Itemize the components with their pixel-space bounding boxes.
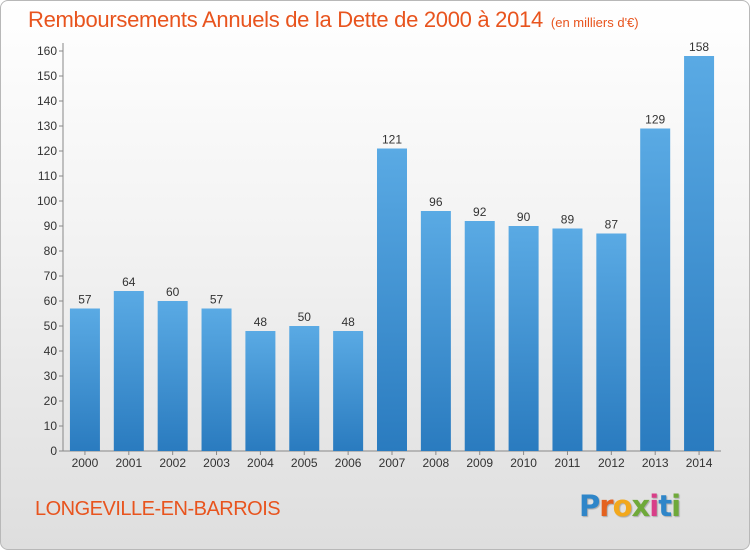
data-label-2004: 48 [254, 315, 268, 329]
bar-2012 [596, 233, 627, 451]
bar-2010 [508, 226, 539, 451]
bar-2004 [245, 331, 276, 451]
title-text: Remboursements Annuels de la Dette de 20… [28, 7, 543, 32]
x-tick-label: 2004 [247, 456, 274, 470]
x-tick-label: 2009 [466, 456, 493, 470]
logo-letter: x [631, 489, 651, 523]
data-label-2007: 121 [382, 133, 402, 147]
data-label-2002: 60 [166, 285, 180, 299]
data-label-2005: 50 [298, 310, 312, 324]
bar-2000 [69, 308, 100, 451]
data-label-2008: 96 [429, 195, 443, 209]
x-tick-label: 2014 [686, 456, 713, 470]
unit-label: (en milliers d'€) [550, 15, 639, 30]
data-label-2001: 64 [122, 275, 136, 289]
y-tick-label: 110 [38, 169, 57, 183]
bar-2014 [684, 56, 715, 451]
x-tick-label: 2008 [423, 456, 450, 470]
x-tick-label: 2011 [555, 456, 581, 470]
bar-2003 [201, 308, 232, 451]
bar-2001 [113, 291, 144, 451]
y-tick-label: 120 [37, 144, 57, 158]
data-label-2010: 90 [517, 210, 531, 224]
y-tick-label: 140 [37, 94, 57, 108]
logo-letter: t [658, 489, 672, 523]
x-tick-label: 2013 [642, 456, 669, 470]
data-label-2011: 89 [561, 213, 575, 227]
y-tick-label: 150 [37, 69, 57, 83]
y-tick-label: 0 [50, 444, 57, 458]
bar-2005 [289, 326, 320, 451]
data-label-2000: 57 [78, 293, 92, 307]
x-tick-label: 2000 [72, 456, 99, 470]
chart-title: Remboursements Annuels de la Dette de 20… [28, 7, 639, 33]
y-tick-label: 20 [44, 394, 58, 408]
bar-2011 [552, 228, 583, 451]
y-tick-label: 50 [44, 319, 58, 333]
data-label-2009: 92 [473, 205, 487, 219]
x-tick-label: 2010 [510, 456, 537, 470]
bar-2007 [377, 148, 407, 451]
logo-letter: P [579, 489, 600, 523]
y-tick-label: 90 [44, 219, 58, 233]
bar-2006 [333, 331, 364, 451]
x-tick-label: 2006 [335, 456, 362, 470]
logo-letter: o [612, 489, 633, 523]
y-tick-label: 30 [44, 369, 58, 383]
bar-2002 [157, 301, 188, 451]
x-tick-label: 2005 [291, 456, 318, 470]
x-tick-label: 2007 [379, 456, 406, 470]
y-tick-label: 130 [37, 119, 57, 133]
y-tick-label: 60 [44, 294, 58, 308]
commune-name: LONGEVILLE-EN-BARROIS [35, 498, 281, 520]
x-tick-label: 2003 [203, 456, 230, 470]
proxiti-logo[interactable]: Proxiti [579, 489, 681, 523]
x-tick-label: 2012 [598, 456, 625, 470]
data-label-2014: 158 [689, 40, 709, 54]
y-tick-label: 70 [44, 269, 58, 283]
logo-letter: i [649, 489, 659, 523]
y-tick-label: 100 [37, 194, 57, 208]
logo-letter: i [671, 489, 681, 523]
data-label-2013: 129 [645, 113, 665, 127]
x-tick-label: 2001 [115, 456, 142, 470]
data-label-2006: 48 [341, 315, 355, 329]
x-tick-label: 2002 [159, 456, 186, 470]
y-tick-label: 80 [44, 244, 58, 258]
data-label-2003: 57 [210, 293, 224, 307]
data-label-2012: 87 [605, 218, 619, 232]
bar-2013 [640, 128, 671, 451]
y-tick-label: 160 [37, 44, 57, 58]
logo-letter: r [599, 489, 613, 523]
bar-2008 [420, 211, 451, 451]
y-tick-label: 40 [44, 344, 58, 358]
y-tick-label: 10 [44, 419, 58, 433]
bar-2009 [464, 221, 495, 451]
